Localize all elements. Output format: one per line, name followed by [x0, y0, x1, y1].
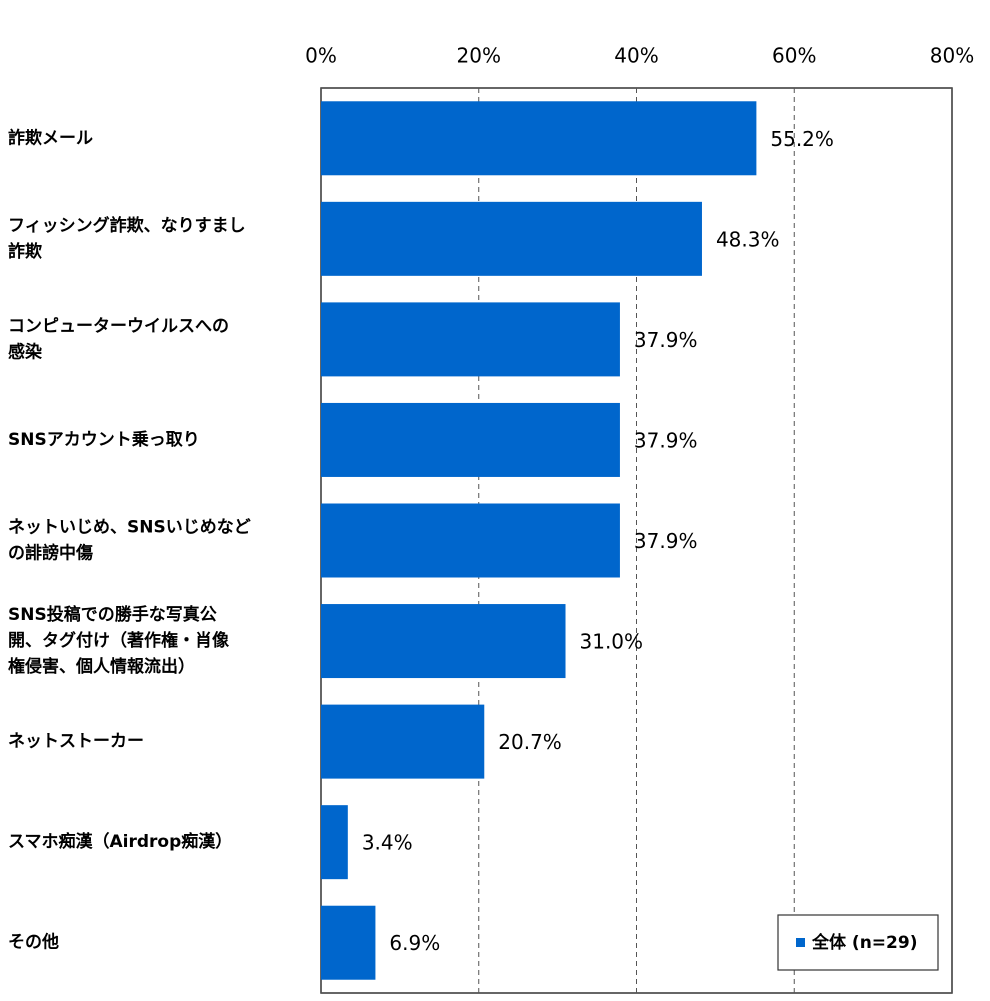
- bar: [321, 201, 702, 276]
- category-label: ネットストーカー: [8, 732, 144, 752]
- category-label: 開、タグ付け（著作権・肖像: [8, 630, 230, 651]
- value-label: 37.9%: [634, 529, 698, 553]
- category-label: SNSアカウント乗っ取り: [8, 430, 200, 450]
- category-label: ネットいじめ、SNSいじめなど: [8, 518, 251, 538]
- value-label: 20.7%: [498, 730, 562, 754]
- x-tick-label: 0%: [305, 44, 337, 68]
- bar: [321, 805, 348, 880]
- legend: 全体 (n=29): [777, 914, 939, 971]
- x-tick-label: 60%: [772, 44, 816, 68]
- bar: [321, 905, 376, 980]
- value-label: 37.9%: [634, 428, 698, 452]
- x-tick-label: 20%: [457, 44, 501, 68]
- bar: [321, 503, 620, 578]
- category-label: 権侵害、個人情報流出）: [8, 656, 195, 677]
- x-tick-label: 40%: [614, 44, 658, 68]
- bar: [321, 604, 566, 679]
- category-label: 感染: [8, 341, 42, 362]
- bar: [321, 704, 485, 779]
- value-label: 55.2%: [770, 127, 834, 151]
- value-label: 48.3%: [716, 227, 780, 251]
- category-label: コンピューターウイルスへの: [8, 316, 229, 336]
- category-label: 詐欺メール: [8, 127, 93, 148]
- legend-swatch: [796, 938, 805, 947]
- x-tick-label: 80%: [930, 44, 974, 68]
- value-label: 3.4%: [362, 831, 413, 855]
- category-label: SNS投稿での勝手な写真公: [8, 604, 217, 625]
- value-label: 37.9%: [634, 328, 698, 352]
- legend-label: 全体 (n=29): [811, 932, 917, 953]
- category-label: の誹謗中傷: [8, 543, 93, 564]
- category-label: その他: [8, 932, 59, 953]
- bar: [321, 402, 620, 477]
- category-label: 詐欺: [8, 241, 42, 262]
- bar: [321, 302, 620, 377]
- value-label: 6.9%: [389, 931, 440, 955]
- bar: [321, 101, 757, 176]
- category-label: フィッシング詐欺、なりすまし: [8, 215, 246, 236]
- value-label: 31.0%: [580, 630, 644, 654]
- category-label: スマホ痴漢（Airdrop痴漢）: [8, 831, 232, 852]
